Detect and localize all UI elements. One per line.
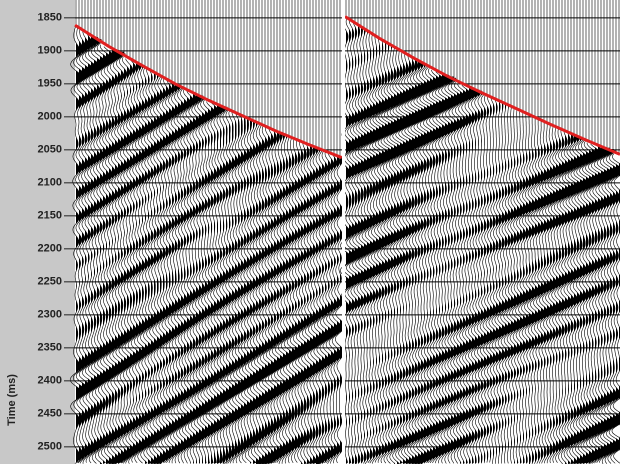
y-tick-label: 2100 [38, 177, 62, 189]
trace-wiggle [128, 60, 138, 464]
y-tick-label: 1900 [38, 45, 62, 57]
y-axis-label: Time (ms) [6, 374, 18, 426]
y-tick-label: 2400 [38, 375, 62, 387]
y-tick-label: 2250 [38, 276, 62, 288]
y-tick-label: 1850 [38, 12, 62, 24]
y-tick-label: 2350 [38, 342, 62, 354]
trace-wiggle [445, 78, 457, 464]
y-tick-label: 2200 [38, 243, 62, 255]
y-tick-label: 2300 [38, 309, 62, 321]
y-tick-label: 1950 [38, 78, 62, 90]
trace-wiggle [591, 145, 604, 463]
trace-fill [109, 47, 115, 464]
page: html, body { margin: 0; padding: 0; back… [0, 0, 620, 464]
body: {"chart_data": [ {"type": "line", "y_lab… [0, 0, 620, 464]
wiggle-traces [70, 0, 345, 464]
trace-fill [523, 112, 528, 464]
chart: Time (ms) 1850 1900 1950 2000 2050 2100 2150 22… [0, 0, 620, 464]
trace-wiggle [156, 75, 165, 464]
y-tick-label: 2050 [38, 144, 62, 156]
y-tick-label: 2000 [38, 111, 62, 123]
y-tick-label: 2150 [38, 210, 62, 222]
trace-fill [151, 71, 155, 464]
wiggle-traces [340, 0, 620, 464]
y-tick-label: 2500 [38, 441, 62, 453]
y-tick-label: 2450 [38, 408, 62, 420]
panel-gap [342, 0, 345, 464]
